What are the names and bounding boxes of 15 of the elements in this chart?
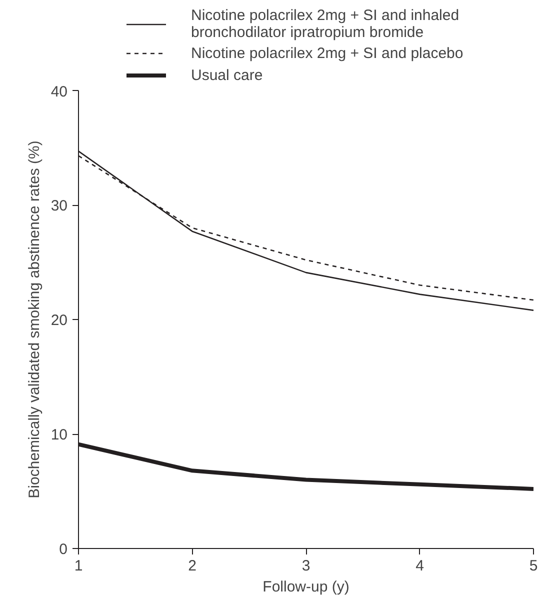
legend-label: Nicotine polacrilex 2mg + SI and placebo	[191, 44, 464, 62]
x-tick-label: 1	[74, 558, 83, 574]
legend-label: Usual care	[191, 66, 263, 84]
legend-label: Nicotine polacrilex 2mg + SI and inhaled bronchodilator ipratropium bromide	[191, 7, 460, 41]
y-tick-label: 40	[50, 84, 68, 100]
x-tick-label: 4	[416, 558, 424, 574]
x-tick-label: 3	[302, 558, 310, 574]
x-axis-title: Follow-up (y)	[262, 578, 350, 596]
x-tick-label: 5	[529, 558, 538, 574]
x-tick-label: 2	[188, 558, 196, 574]
y-tick-label: 0	[59, 541, 68, 558]
y-axis-title: Biochemically validated smoking abstinence rates (%)	[26, 140, 43, 498]
y-tick-label: 30	[50, 198, 68, 214]
y-tick-label: 20	[50, 312, 68, 329]
y-tick-label: 10	[50, 426, 68, 444]
